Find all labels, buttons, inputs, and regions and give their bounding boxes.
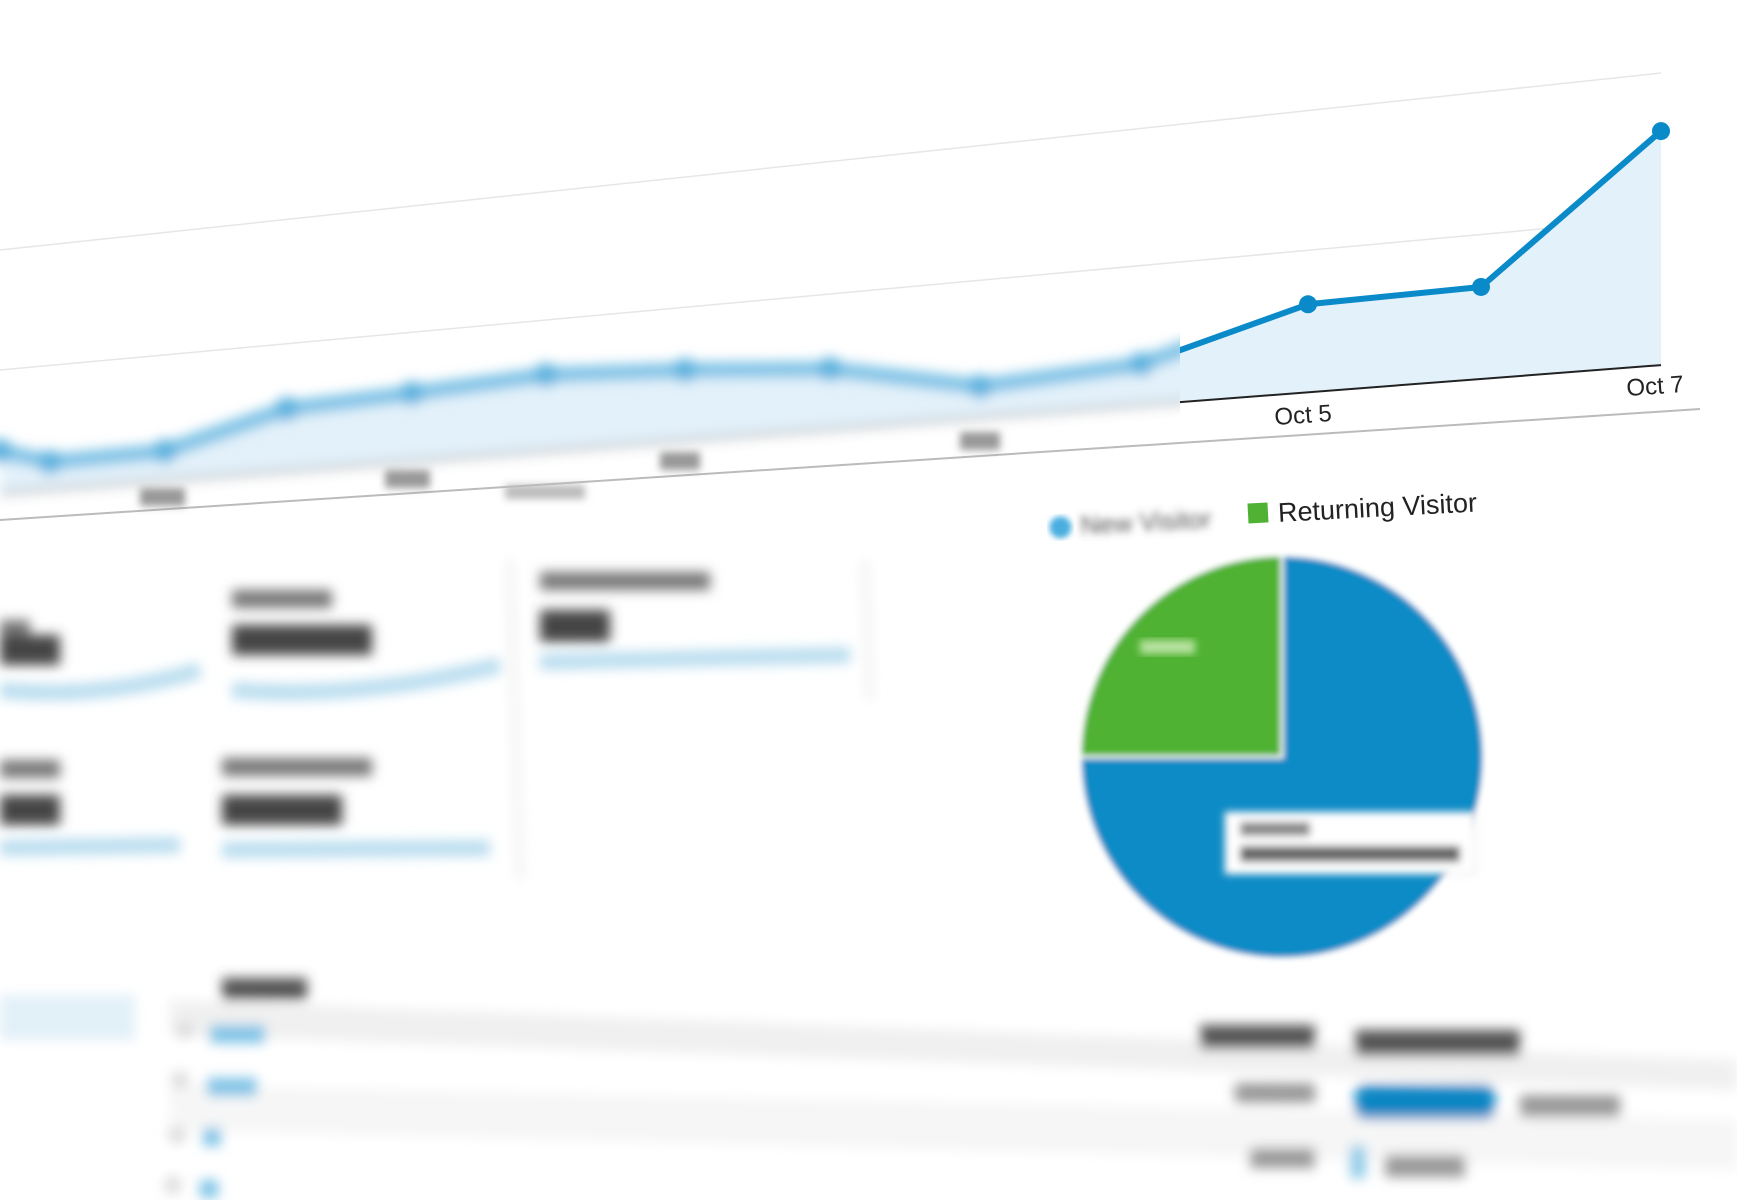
x-tick-label: Oct 5 bbox=[1274, 400, 1333, 431]
table-filter-input[interactable] bbox=[0, 995, 135, 1040]
metric-cards bbox=[0, 559, 873, 881]
table-row-link[interactable] bbox=[200, 1180, 218, 1198]
metric-card bbox=[539, 572, 851, 670]
x-axis-baseline bbox=[1180, 364, 1662, 404]
metric-card bbox=[0, 620, 203, 701]
data-point-oct-7[interactable] bbox=[1652, 122, 1670, 141]
area-fill bbox=[0, 350, 1180, 493]
column-header bbox=[222, 978, 307, 1000]
x-tick-label bbox=[960, 432, 1000, 450]
data-point-sep-27[interactable] bbox=[153, 439, 177, 464]
table-cell bbox=[1520, 1095, 1620, 1117]
session-bar bbox=[1350, 1145, 1366, 1179]
data-point-oct-6[interactable] bbox=[1472, 277, 1490, 296]
data-point-oct-2[interactable] bbox=[818, 357, 842, 382]
table-row-link[interactable] bbox=[207, 1078, 257, 1096]
tooltip-box bbox=[1224, 811, 1476, 875]
pie-legend: New Visitor Returning Visitor bbox=[1049, 488, 1478, 540]
legend-swatch-returning-visitor bbox=[1247, 502, 1269, 524]
metric-card bbox=[221, 758, 491, 858]
data-point-sep-26[interactable] bbox=[38, 450, 62, 475]
data-point-oct-5[interactable] bbox=[1299, 295, 1317, 314]
pie-slice-label bbox=[1140, 640, 1195, 654]
table-cell bbox=[1235, 1083, 1315, 1103]
metric-card bbox=[0, 760, 181, 856]
table-rows bbox=[164, 1021, 265, 1198]
data-point-oct-3[interactable] bbox=[968, 374, 992, 399]
line-chart bbox=[1180, 122, 1670, 404]
x-axis-baseline bbox=[0, 401, 1180, 494]
gridline bbox=[0, 217, 1662, 371]
table-cell bbox=[1250, 1148, 1315, 1168]
table-row-link[interactable] bbox=[203, 1128, 221, 1146]
area-fill bbox=[1180, 131, 1661, 403]
data-point-sep-28[interactable] bbox=[275, 396, 299, 421]
gridline bbox=[0, 72, 1662, 251]
x-tick-labels-blurred bbox=[140, 432, 1000, 506]
session-bar bbox=[1355, 1085, 1495, 1119]
data-point-sep-25[interactable] bbox=[0, 439, 12, 463]
column-header-percent-sessions bbox=[1355, 1030, 1520, 1056]
data-point-oct-4[interactable] bbox=[1129, 352, 1153, 377]
x-tick-label bbox=[140, 488, 185, 506]
data-table bbox=[0, 978, 1737, 1198]
x-tick-label: Oct 7 bbox=[1626, 371, 1685, 402]
data-point-sep-30[interactable] bbox=[534, 362, 558, 387]
legend-label-new-visitor: New Visitor bbox=[1080, 503, 1213, 540]
x-tick-label bbox=[505, 485, 585, 499]
data-point-oct-1[interactable] bbox=[673, 358, 697, 383]
pie-tooltip bbox=[1224, 811, 1476, 875]
pie-chart bbox=[1078, 553, 1486, 961]
pie-slice-returning-visitor[interactable] bbox=[1078, 553, 1284, 759]
data-point-sep-29[interactable] bbox=[400, 381, 424, 406]
legend-label-returning-visitor: Returning Visitor bbox=[1277, 488, 1477, 528]
metric-card bbox=[231, 590, 502, 701]
axis-line bbox=[0, 408, 1701, 521]
legend-swatch-new-visitor bbox=[1049, 516, 1072, 539]
line-chart-blurred bbox=[0, 341, 1180, 494]
x-tick-label bbox=[385, 470, 430, 488]
table-cell bbox=[1385, 1155, 1465, 1177]
gridlines bbox=[0, 72, 1662, 371]
x-tick-label bbox=[660, 452, 700, 470]
column-header-sessions bbox=[1200, 1025, 1315, 1049]
table-row-link[interactable] bbox=[210, 1025, 265, 1043]
